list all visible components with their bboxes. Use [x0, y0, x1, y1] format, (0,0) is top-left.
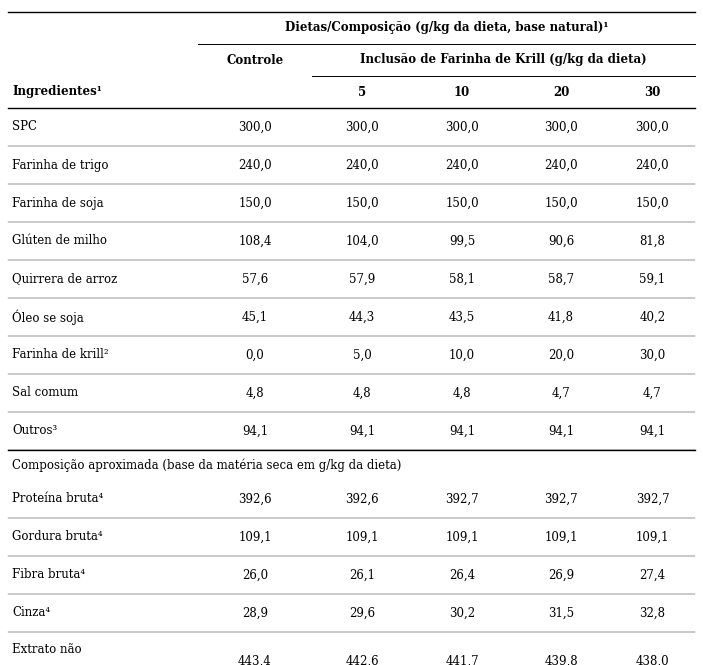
Text: 240,0: 240,0 — [636, 158, 669, 172]
Text: 30,0: 30,0 — [639, 348, 666, 362]
Text: 26,0: 26,0 — [242, 569, 268, 581]
Text: 43,5: 43,5 — [449, 311, 475, 323]
Text: 104,0: 104,0 — [345, 235, 379, 247]
Text: 441,7: 441,7 — [445, 654, 479, 665]
Text: 94,1: 94,1 — [548, 424, 574, 438]
Text: Proteína bruta⁴: Proteína bruta⁴ — [12, 493, 103, 505]
Text: Farinha de soja: Farinha de soja — [12, 196, 103, 209]
Text: 300,0: 300,0 — [345, 120, 379, 134]
Text: 32,8: 32,8 — [640, 606, 666, 620]
Text: Fibra bruta⁴: Fibra bruta⁴ — [12, 569, 85, 581]
Text: 109,1: 109,1 — [238, 531, 272, 543]
Text: 150,0: 150,0 — [445, 196, 479, 209]
Text: 94,1: 94,1 — [640, 424, 666, 438]
Text: 99,5: 99,5 — [449, 235, 475, 247]
Text: 109,1: 109,1 — [345, 531, 379, 543]
Text: Ingredientes¹: Ingredientes¹ — [12, 86, 102, 98]
Text: 5: 5 — [358, 86, 366, 98]
Text: 300,0: 300,0 — [238, 120, 272, 134]
Text: 300,0: 300,0 — [636, 120, 669, 134]
Text: 4,8: 4,8 — [353, 386, 371, 400]
Text: 58,7: 58,7 — [548, 273, 574, 285]
Text: 90,6: 90,6 — [548, 235, 574, 247]
Text: 94,1: 94,1 — [349, 424, 375, 438]
Text: 28,9: 28,9 — [242, 606, 268, 620]
Text: 4,8: 4,8 — [453, 386, 471, 400]
Text: 57,9: 57,9 — [349, 273, 375, 285]
Text: 240,0: 240,0 — [445, 158, 479, 172]
Text: Composição aproximada (base da matéria seca em g/kg da dieta): Composição aproximada (base da matéria s… — [12, 458, 401, 471]
Text: Gordura bruta⁴: Gordura bruta⁴ — [12, 531, 103, 543]
Text: 392,6: 392,6 — [238, 493, 272, 505]
Text: 40,2: 40,2 — [640, 311, 666, 323]
Text: 109,1: 109,1 — [636, 531, 669, 543]
Text: 392,7: 392,7 — [445, 493, 479, 505]
Text: 5,0: 5,0 — [353, 348, 371, 362]
Text: 240,0: 240,0 — [238, 158, 272, 172]
Text: 81,8: 81,8 — [640, 235, 666, 247]
Text: 59,1: 59,1 — [640, 273, 666, 285]
Text: 26,9: 26,9 — [548, 569, 574, 581]
Text: SPC: SPC — [12, 120, 37, 134]
Text: Cinza⁴: Cinza⁴ — [12, 606, 50, 620]
Text: 439,8: 439,8 — [544, 654, 578, 665]
Text: 10: 10 — [454, 86, 470, 98]
Text: Inclusão de Farinha de Krill (g/kg da dieta): Inclusão de Farinha de Krill (g/kg da di… — [360, 53, 647, 66]
Text: 30,2: 30,2 — [449, 606, 475, 620]
Text: Glúten de milho: Glúten de milho — [12, 235, 107, 247]
Text: 150,0: 150,0 — [544, 196, 578, 209]
Text: 45,1: 45,1 — [242, 311, 268, 323]
Text: 108,4: 108,4 — [238, 235, 272, 247]
Text: 26,4: 26,4 — [449, 569, 475, 581]
Text: 30: 30 — [645, 86, 661, 98]
Text: 300,0: 300,0 — [544, 120, 578, 134]
Text: 109,1: 109,1 — [544, 531, 578, 543]
Text: 150,0: 150,0 — [636, 196, 669, 209]
Text: 57,6: 57,6 — [242, 273, 268, 285]
Text: 392,7: 392,7 — [636, 493, 669, 505]
Text: Controle: Controle — [226, 53, 283, 66]
Text: Óleo se soja: Óleo se soja — [12, 309, 84, 325]
Text: Farinha de trigo: Farinha de trigo — [12, 158, 108, 172]
Text: Sal comum: Sal comum — [12, 386, 78, 400]
Text: 442,6: 442,6 — [345, 654, 379, 665]
Text: 27,4: 27,4 — [640, 569, 666, 581]
Text: 443,4: 443,4 — [238, 654, 272, 665]
Text: 94,1: 94,1 — [449, 424, 475, 438]
Text: 20: 20 — [553, 86, 569, 98]
Text: 150,0: 150,0 — [345, 196, 379, 209]
Text: 44,3: 44,3 — [349, 311, 375, 323]
Text: 31,5: 31,5 — [548, 606, 574, 620]
Text: 41,8: 41,8 — [548, 311, 574, 323]
Text: 4,7: 4,7 — [643, 386, 662, 400]
Text: 29,6: 29,6 — [349, 606, 375, 620]
Text: 58,1: 58,1 — [449, 273, 475, 285]
Text: Outros³: Outros³ — [12, 424, 57, 438]
Text: Farinha de krill²: Farinha de krill² — [12, 348, 109, 362]
Text: Extrato não: Extrato não — [12, 643, 82, 656]
Text: 10,0: 10,0 — [449, 348, 475, 362]
Text: 240,0: 240,0 — [345, 158, 379, 172]
Text: 4,8: 4,8 — [245, 386, 264, 400]
Text: 300,0: 300,0 — [445, 120, 479, 134]
Text: Quirrera de arroz: Quirrera de arroz — [12, 273, 117, 285]
Text: 438,0: 438,0 — [636, 654, 669, 665]
Text: 150,0: 150,0 — [238, 196, 272, 209]
Text: 20,0: 20,0 — [548, 348, 574, 362]
Text: 109,1: 109,1 — [445, 531, 479, 543]
Text: 392,7: 392,7 — [544, 493, 578, 505]
Text: Dietas/Composição (g/kg da dieta, base natural)¹: Dietas/Composição (g/kg da dieta, base n… — [285, 21, 608, 35]
Text: 240,0: 240,0 — [544, 158, 578, 172]
Text: 26,1: 26,1 — [349, 569, 375, 581]
Text: 4,7: 4,7 — [552, 386, 570, 400]
Text: 392,6: 392,6 — [345, 493, 379, 505]
Text: 94,1: 94,1 — [242, 424, 268, 438]
Text: 0,0: 0,0 — [245, 348, 264, 362]
